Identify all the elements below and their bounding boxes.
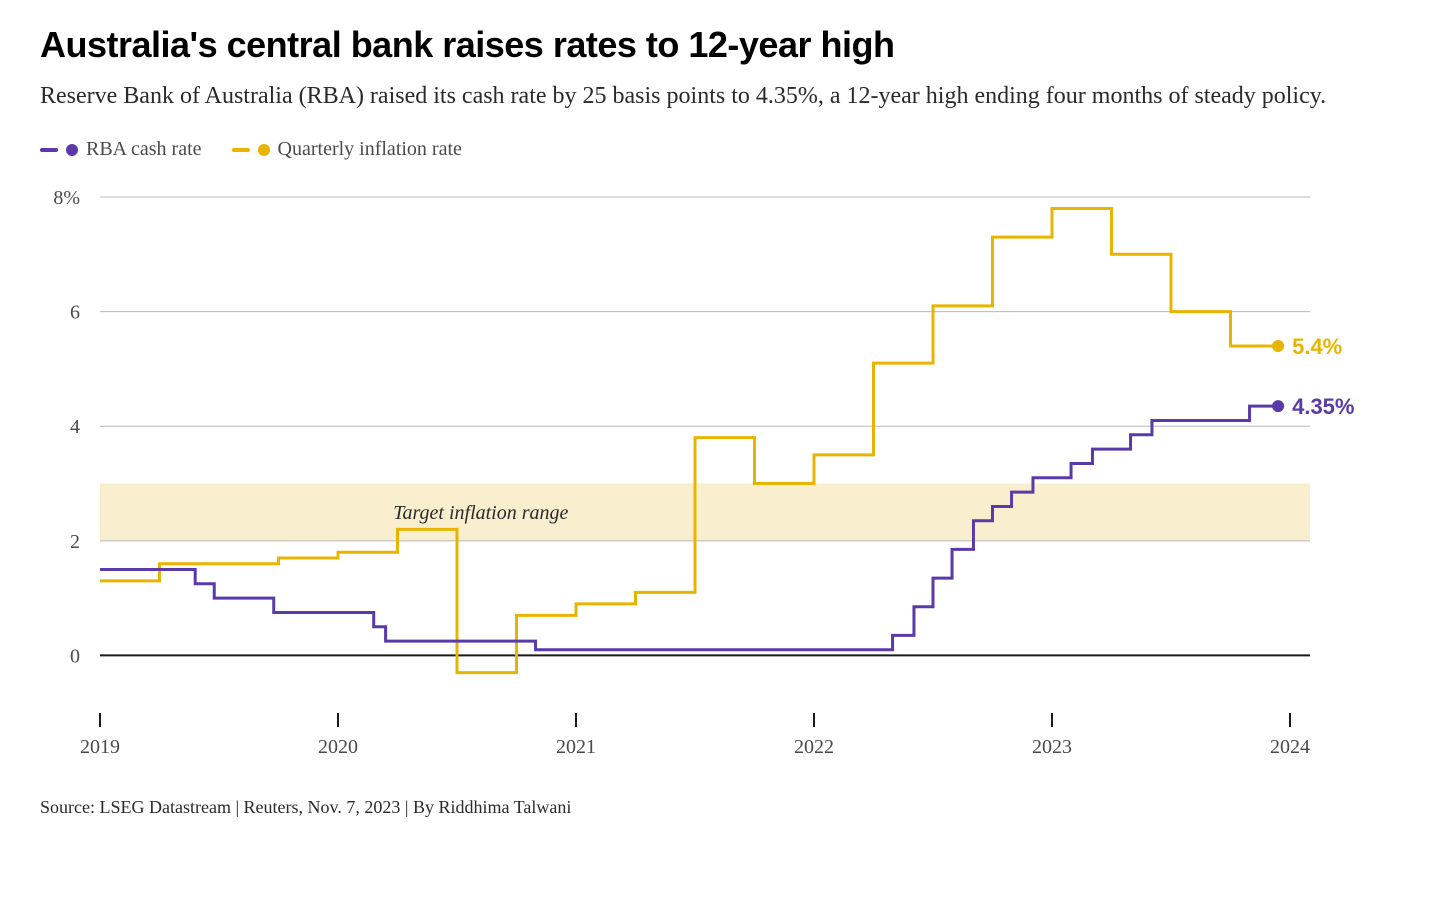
svg-text:6: 6 (70, 302, 80, 324)
svg-text:2022: 2022 (794, 736, 834, 758)
svg-text:4.35%: 4.35% (1292, 395, 1354, 420)
svg-text:0: 0 (70, 646, 80, 668)
svg-text:2020: 2020 (318, 736, 358, 758)
legend-item-inflation: Quarterly inflation rate (232, 138, 462, 161)
chart-svg: 0 2 4 6 8% Target inflation range 2019 2020 2021… (40, 187, 1390, 777)
svg-text:2023: 2023 (1032, 736, 1072, 758)
legend-dot-inflation (258, 144, 270, 156)
svg-text:2024: 2024 (1270, 736, 1310, 758)
svg-text:8%: 8% (53, 187, 80, 209)
chart-subtitle: Reserve Bank of Australia (RBA) raised i… (40, 80, 1360, 112)
svg-text:2019: 2019 (80, 736, 120, 758)
legend-line-inflation (232, 148, 250, 152)
svg-text:2: 2 (70, 531, 80, 553)
svg-text:5.4%: 5.4% (1292, 334, 1342, 359)
legend-item-cash-rate: RBA cash rate (40, 138, 202, 161)
legend-label-inflation: Quarterly inflation rate (278, 138, 462, 161)
legend: RBA cash rate Quarterly inflation rate (40, 138, 1390, 161)
legend-dot-cash-rate (66, 144, 78, 156)
source-line: Source: LSEG Datastream | Reuters, Nov. … (40, 797, 1390, 818)
legend-line-cash-rate (40, 148, 58, 152)
chart-title: Australia's central bank raises rates to… (40, 24, 1390, 66)
chart-area: 0 2 4 6 8% Target inflation range 2019 2020 2021… (40, 187, 1390, 777)
svg-text:4: 4 (70, 417, 80, 439)
svg-text:Target inflation range: Target inflation range (393, 503, 568, 525)
legend-label-cash-rate: RBA cash rate (86, 138, 202, 161)
svg-text:2021: 2021 (556, 736, 596, 758)
figure-container: Australia's central bank raises rates to… (0, 0, 1430, 920)
